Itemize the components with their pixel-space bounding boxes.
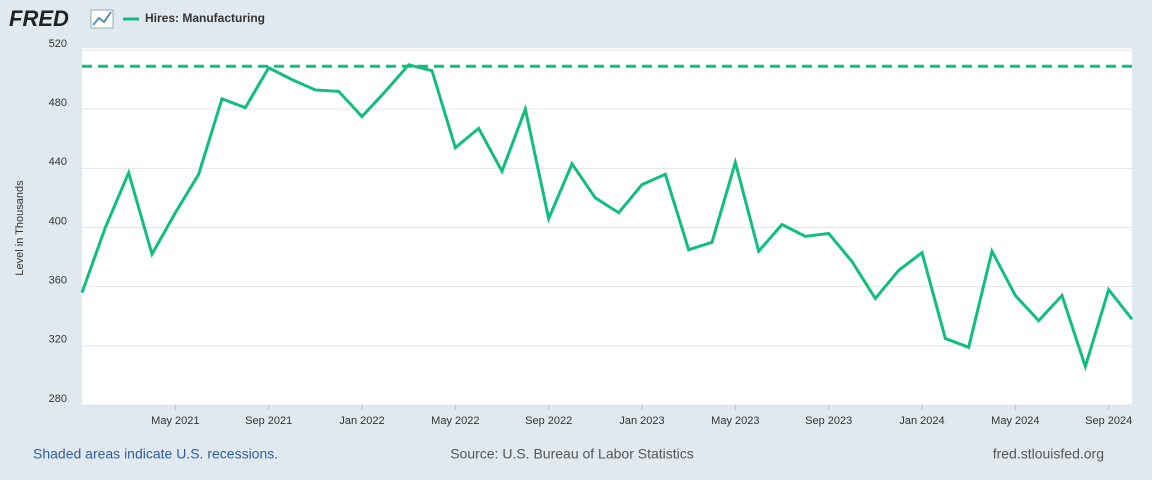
y-tick-label: 320: [49, 334, 67, 346]
logo: FRED: [9, 6, 69, 31]
x-tick-label: May 2023: [711, 415, 759, 427]
y-tick-label: 400: [49, 215, 67, 227]
x-tick-label: Sep 2023: [805, 415, 852, 427]
x-tick-label: Sep 2024: [1085, 415, 1132, 427]
x-tick-label: May 2021: [151, 415, 199, 427]
y-tick-label: 440: [49, 156, 67, 168]
recession-note[interactable]: Shaded areas indicate U.S. recessions.: [33, 446, 278, 462]
x-tick-label: Sep 2021: [245, 415, 292, 427]
site: fred.stlouisfed.org: [993, 446, 1104, 462]
y-tick-label: 520: [49, 38, 67, 50]
y-axis-label: Level in Thousands: [14, 180, 26, 276]
y-tick-label: 480: [49, 97, 67, 109]
x-tick-label: Sep 2022: [525, 415, 572, 427]
plot-area: [82, 48, 1132, 405]
x-tick-label: Jan 2023: [619, 415, 664, 427]
x-tick-label: Jan 2022: [339, 415, 384, 427]
y-tick-label: 280: [49, 393, 67, 405]
x-tick-label: Jan 2024: [899, 415, 944, 427]
source: Source: U.S. Bureau of Labor Statistics: [450, 446, 694, 462]
x-tick-label: May 2022: [431, 415, 479, 427]
legend-label: Hires: Manufacturing: [145, 11, 265, 25]
series-line: [80, 63, 1134, 372]
x-tick-label: May 2024: [991, 415, 1039, 427]
logo-icon: [90, 9, 114, 29]
y-tick-label: 360: [49, 275, 67, 287]
